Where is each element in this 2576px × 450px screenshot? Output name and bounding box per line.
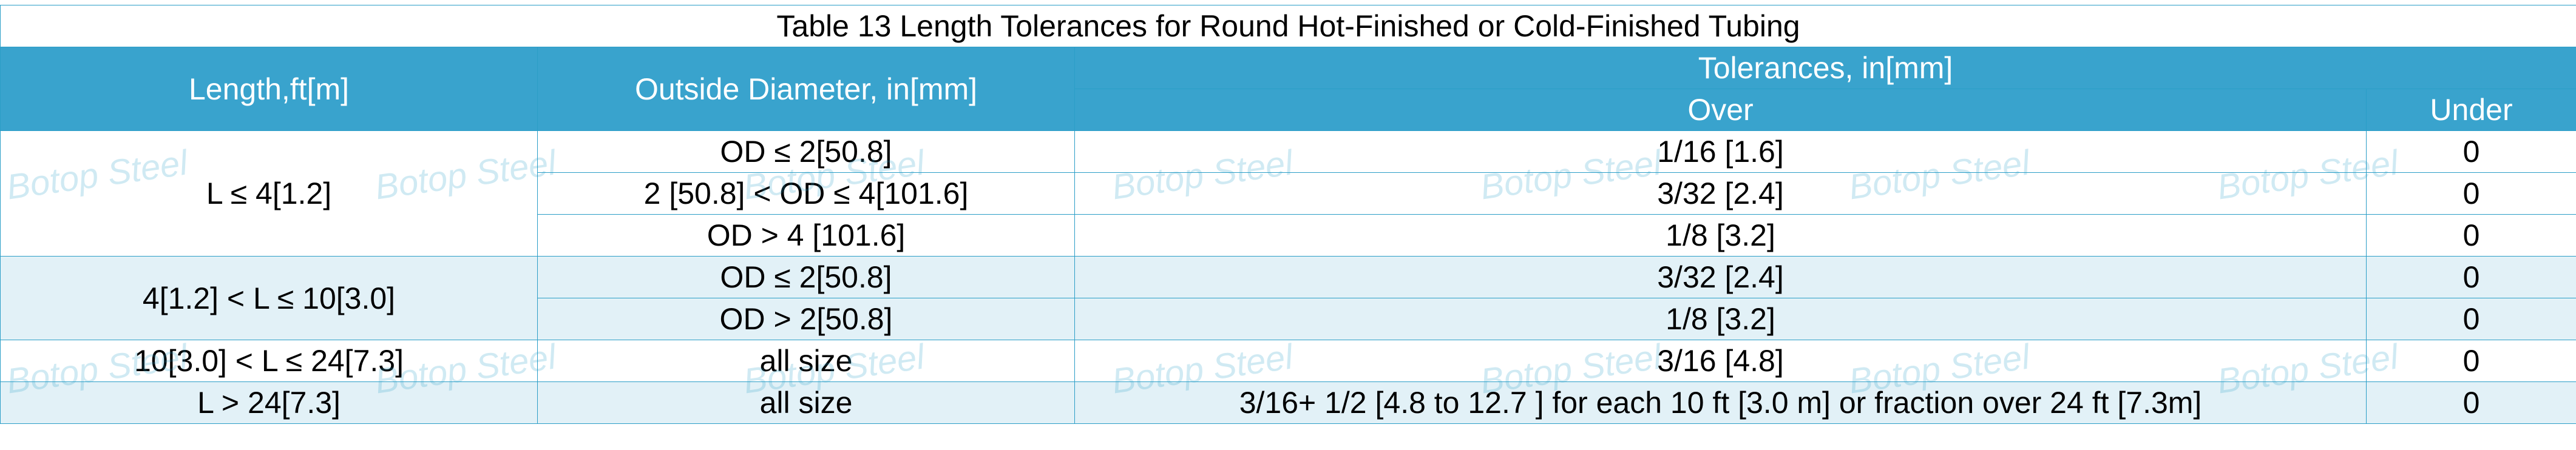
cell-under: 0	[2367, 131, 2576, 173]
cell-od: 2 [50.8] < OD ≤ 4[101.6]	[538, 173, 1075, 215]
cell-od: all size	[538, 340, 1075, 382]
cell-over: 3/16+ 1/2 [4.8 to 12.7 ] for each 10 ft …	[1075, 382, 2367, 424]
cell-length: L > 24[7.3]	[1, 382, 538, 424]
table-row: 10[3.0] < L ≤ 24[7.3]all size3/16 [4.8]0	[1, 340, 2576, 382]
table-header-row-1: Length,ft[m] Outside Diameter, in[mm] To…	[1, 47, 2576, 89]
cell-under: 0	[2367, 298, 2576, 340]
cell-od: all size	[538, 382, 1075, 424]
table-title-row: Table 13 Length Tolerances for Round Hot…	[1, 5, 2576, 47]
table-row: L ≤ 4[1.2]OD ≤ 2[50.8]1/16 [1.6]0	[1, 131, 2576, 173]
cell-over: 3/32 [2.4]	[1075, 173, 2367, 215]
cell-length: 10[3.0] < L ≤ 24[7.3]	[1, 340, 538, 382]
cell-over: 1/8 [3.2]	[1075, 298, 2367, 340]
cell-over: 1/16 [1.6]	[1075, 131, 2367, 173]
cell-over: 1/8 [3.2]	[1075, 215, 2367, 257]
cell-under: 0	[2367, 215, 2576, 257]
cell-od: OD ≤ 2[50.8]	[538, 131, 1075, 173]
cell-length: L ≤ 4[1.2]	[1, 131, 538, 257]
col-header-under: Under	[2367, 89, 2576, 131]
col-header-od: Outside Diameter, in[mm]	[538, 47, 1075, 131]
cell-od: OD > 2[50.8]	[538, 298, 1075, 340]
col-header-length: Length,ft[m]	[1, 47, 538, 131]
col-header-tolerances: Tolerances, in[mm]	[1075, 47, 2576, 89]
cell-od: OD ≤ 2[50.8]	[538, 257, 1075, 298]
cell-length: 4[1.2] < L ≤ 10[3.0]	[1, 257, 538, 340]
cell-under: 0	[2367, 382, 2576, 424]
table-row: L > 24[7.3]all size3/16+ 1/2 [4.8 to 12.…	[1, 382, 2576, 424]
table-title: Table 13 Length Tolerances for Round Hot…	[1, 5, 2576, 47]
cell-under: 0	[2367, 257, 2576, 298]
cell-od: OD > 4 [101.6]	[538, 215, 1075, 257]
cell-under: 0	[2367, 340, 2576, 382]
cell-over: 3/32 [2.4]	[1075, 257, 2367, 298]
table-body: L ≤ 4[1.2]OD ≤ 2[50.8]1/16 [1.6]02 [50.8…	[1, 131, 2576, 424]
cell-under: 0	[2367, 173, 2576, 215]
col-header-over: Over	[1075, 89, 2367, 131]
page-root: Table 13 Length Tolerances for Round Hot…	[0, 0, 2576, 424]
table-head: Table 13 Length Tolerances for Round Hot…	[1, 5, 2576, 131]
tolerances-table: Table 13 Length Tolerances for Round Hot…	[0, 5, 2576, 424]
table-row: 4[1.2] < L ≤ 10[3.0]OD ≤ 2[50.8]3/32 [2.…	[1, 257, 2576, 298]
cell-over: 3/16 [4.8]	[1075, 340, 2367, 382]
